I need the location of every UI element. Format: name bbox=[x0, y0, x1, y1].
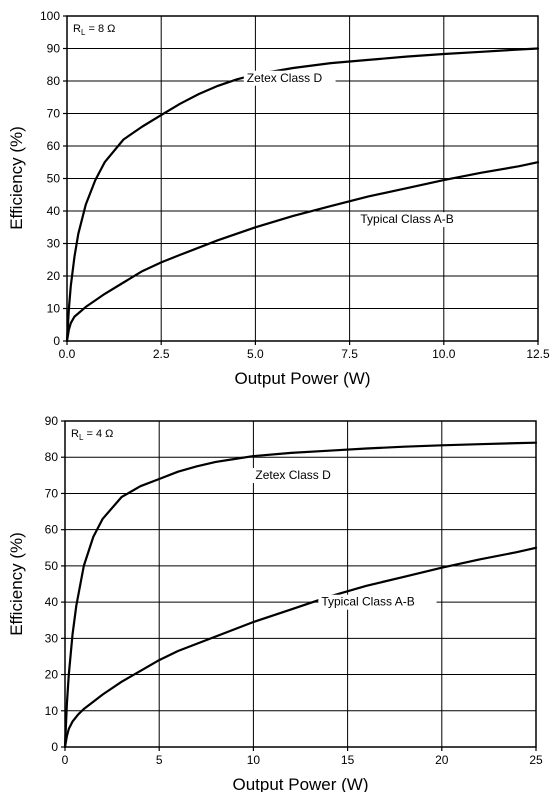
y-tick-label: 60 bbox=[47, 139, 61, 153]
x-tick-label: 5.0 bbox=[247, 347, 264, 361]
series-label-bg bbox=[243, 70, 336, 86]
series-line-class-ab bbox=[63, 546, 538, 749]
y-axis-title: Efficiency (%) bbox=[7, 126, 26, 230]
load-annotation: RL = 8 Ω bbox=[73, 23, 115, 37]
y-tick-label: 80 bbox=[45, 450, 59, 464]
x-tick-label: 25 bbox=[529, 753, 543, 767]
x-tick-label: 20 bbox=[435, 753, 449, 767]
x-tick-label: 2.5 bbox=[153, 347, 170, 361]
x-axis-title: Output Power (W) bbox=[234, 369, 370, 388]
y-tick-label: 10 bbox=[47, 302, 61, 316]
y-tick-label: 70 bbox=[47, 107, 61, 121]
series-line-class-d bbox=[65, 47, 540, 343]
y-tick-label: 50 bbox=[45, 559, 59, 573]
series-line-class-d bbox=[63, 441, 538, 749]
x-tick-label: 0 bbox=[62, 753, 69, 767]
plot-frame bbox=[64, 420, 537, 748]
x-tick-label: 10.0 bbox=[432, 347, 456, 361]
chart-1: 0.0 2.5 5.0 7.5 10.0 12.5 0 10 20 30 40 50 60 70 80 90 1… bbox=[7, 9, 550, 388]
x-tick-label: 0.0 bbox=[59, 347, 76, 361]
y-tick-label: 20 bbox=[47, 269, 61, 283]
series-label-bg bbox=[318, 594, 437, 610]
load-annotation: RL = 4 Ω bbox=[71, 428, 113, 442]
x-tick-label: 7.5 bbox=[341, 347, 358, 361]
y-tick-label: 90 bbox=[47, 42, 61, 56]
y-tick-label: 40 bbox=[47, 204, 61, 218]
chart-2: 0 5 10 15 20 25 0 10 20 30 40 50 60 70 80 90 Output Powe… bbox=[7, 414, 543, 792]
y-tick-label: 30 bbox=[45, 631, 59, 645]
series-label-bg bbox=[357, 212, 476, 228]
y-tick-label: 90 bbox=[45, 414, 59, 428]
plot-frame bbox=[66, 15, 539, 342]
y-tick-label: 20 bbox=[45, 668, 59, 682]
series-label-class-ab: Typical Class A-B bbox=[360, 212, 453, 226]
y-tick-label: 100 bbox=[40, 9, 60, 23]
y-tick-label: 60 bbox=[45, 523, 59, 537]
x-axis-title: Output Power (W) bbox=[232, 775, 368, 792]
y-tick-label: 50 bbox=[47, 172, 61, 186]
series-line-class-ab bbox=[65, 161, 540, 343]
x-tick-label: 12.5 bbox=[526, 347, 550, 361]
y-tick-label: 0 bbox=[53, 334, 60, 348]
series-label-class-ab: Typical Class A-B bbox=[321, 595, 414, 609]
y-tick-label: 70 bbox=[45, 486, 59, 500]
series-label-class-d: Zetex Class D bbox=[247, 71, 323, 85]
y-tick-label: 80 bbox=[47, 74, 61, 88]
y-tick-label: 30 bbox=[47, 237, 61, 251]
y-axis-title: Efficiency (%) bbox=[7, 532, 26, 636]
x-tick-label: 15 bbox=[341, 753, 355, 767]
series-label-bg bbox=[252, 467, 345, 483]
y-tick-label: 40 bbox=[45, 595, 59, 609]
series-label-class-d: Zetex Class D bbox=[255, 468, 331, 482]
y-tick-label: 10 bbox=[45, 704, 59, 718]
x-tick-label: 5 bbox=[156, 753, 163, 767]
y-tick-label: 0 bbox=[51, 740, 58, 754]
x-tick-label: 10 bbox=[247, 753, 261, 767]
